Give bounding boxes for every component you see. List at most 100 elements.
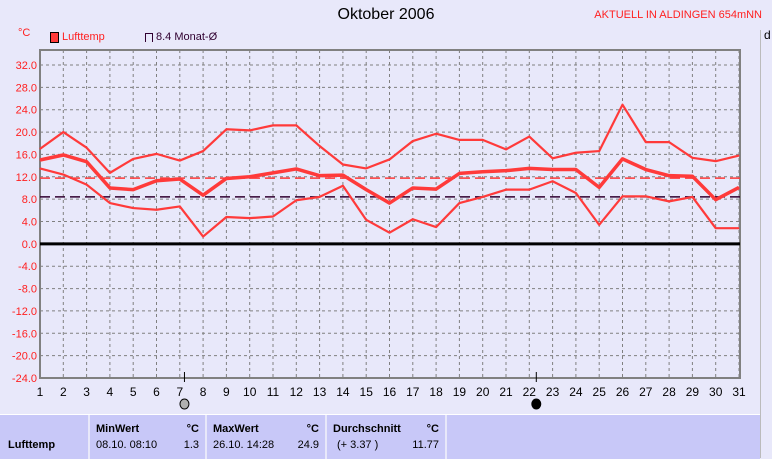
x-tick-label: 26 xyxy=(616,385,630,399)
max-value: 24.9 xyxy=(297,439,319,451)
data-point-max xyxy=(39,148,41,150)
data-point-mean xyxy=(691,175,693,177)
x-tick-label: 16 xyxy=(383,385,397,399)
data-point-mean xyxy=(295,168,297,170)
data-point-max xyxy=(738,155,740,157)
data-point-min xyxy=(505,189,507,191)
y-tick-label: 12.0 xyxy=(16,172,37,184)
data-point-mean xyxy=(389,202,390,204)
data-point-mean xyxy=(412,187,414,189)
x-tick-label: 21 xyxy=(499,385,513,399)
data-point-mean xyxy=(598,186,600,188)
x-tick-label: 15 xyxy=(360,385,374,399)
data-point-max xyxy=(319,145,321,147)
data-point-mean xyxy=(202,194,204,196)
data-point-mean xyxy=(225,177,227,179)
y-tick-label: -24.0 xyxy=(12,373,37,385)
x-tick-label: 3 xyxy=(83,385,90,399)
x-tick-label: 8 xyxy=(200,385,207,399)
data-point-max xyxy=(62,131,64,133)
right-panel-label: d xyxy=(764,28,771,42)
y-tick-label: -12.0 xyxy=(12,306,37,318)
max-unit: °C xyxy=(306,423,319,435)
data-point-mean xyxy=(645,169,647,171)
data-point-mean xyxy=(319,175,321,177)
data-point-max xyxy=(225,128,227,130)
data-point-min xyxy=(202,236,204,238)
y-tick-label: 8.0 xyxy=(22,194,37,206)
legend-swatch-icon xyxy=(50,31,59,43)
y-tick-label: 4.0 xyxy=(22,217,37,229)
data-point-mean xyxy=(552,169,554,171)
data-point-max xyxy=(412,140,414,142)
data-point-max xyxy=(505,148,507,150)
data-point-min xyxy=(622,195,623,197)
data-point-min xyxy=(668,200,670,202)
y-tick-label: 20.0 xyxy=(16,127,37,139)
temperature-chart: 32.0 28.0 24.0 20.0 16.0 12.0 8.0 4.0 0.0 -4.0 -8.… xyxy=(12,49,746,410)
min-header: MinWert xyxy=(96,423,140,435)
data-point-min xyxy=(272,215,274,217)
min-time: 08.10. 08:10 xyxy=(96,439,158,451)
data-point-max xyxy=(435,133,437,135)
y-tick-label: -20.0 xyxy=(12,351,37,363)
data-point-mean xyxy=(365,189,367,191)
data-point-min xyxy=(691,196,693,198)
data-point-mean xyxy=(156,180,157,182)
x-tick-label: 6 xyxy=(153,385,160,399)
data-point-mean xyxy=(179,178,181,180)
data-point-mean xyxy=(505,170,507,172)
data-point-min xyxy=(552,180,554,182)
data-point-max xyxy=(715,160,717,162)
data-point-mean xyxy=(435,188,437,190)
full-moon-icon xyxy=(179,398,190,410)
data-point-min xyxy=(62,174,64,176)
x-tick-label: 30 xyxy=(709,385,723,399)
max-header: MaxWert xyxy=(213,423,259,435)
x-tick-label: 31 xyxy=(732,385,746,399)
x-tick-label: 23 xyxy=(546,385,560,399)
data-point-mean xyxy=(738,186,740,188)
max-time: 26.10. 14:28 xyxy=(213,439,275,451)
legend-swatch-icon xyxy=(145,32,153,42)
data-point-max xyxy=(295,124,297,126)
y-tick-label: 28.0 xyxy=(16,82,37,94)
legend-monthly-avg: 8.4 Monat-Ø xyxy=(145,31,217,43)
avg-cell: Durchschnitt °C (+ 3.37 ) 11.77 xyxy=(327,415,447,459)
x-tick-label: 27 xyxy=(639,385,653,399)
x-tick-label: 18 xyxy=(429,385,443,399)
stats-table: Lufttemp MinWert °C 08.10. 08:10 1.3 Max… xyxy=(0,414,760,459)
data-point-max xyxy=(109,172,111,174)
data-point-mean xyxy=(575,169,577,171)
x-tick-label: 7 xyxy=(176,385,183,399)
data-point-min xyxy=(249,217,251,219)
y-tick-label: 16.0 xyxy=(16,149,37,161)
x-tick-label: 4 xyxy=(107,385,114,399)
legend-label: 8.4 Monat-Ø xyxy=(156,31,218,43)
y-tick-label: 24.0 xyxy=(16,105,37,117)
data-point-max xyxy=(528,136,530,138)
data-point-mean xyxy=(109,187,111,189)
right-panel xyxy=(760,30,772,458)
data-point-mean xyxy=(715,199,717,201)
data-point-min xyxy=(365,219,367,221)
x-tick-label: 13 xyxy=(313,385,327,399)
data-point-min xyxy=(389,232,390,234)
station-label: AKTUELL IN ALDINGEN 654mNN xyxy=(594,9,762,21)
avg-header: Durchschnitt xyxy=(333,423,401,435)
data-point-min xyxy=(645,195,647,197)
x-tick-label: 2 xyxy=(60,385,67,399)
data-point-min xyxy=(319,196,321,198)
x-tick-label: 29 xyxy=(686,385,700,399)
data-point-min xyxy=(342,185,344,187)
data-point-min xyxy=(179,205,181,207)
x-tick-label: 17 xyxy=(406,385,420,399)
data-point-max xyxy=(668,141,670,143)
avg-delta: (+ 3.37 ) xyxy=(337,439,379,451)
data-point-max xyxy=(482,139,484,141)
data-point-min xyxy=(412,218,414,220)
data-point-min xyxy=(715,227,717,229)
data-point-max xyxy=(202,150,204,152)
x-tick-label: 24 xyxy=(569,385,583,399)
data-point-mean xyxy=(249,176,251,178)
